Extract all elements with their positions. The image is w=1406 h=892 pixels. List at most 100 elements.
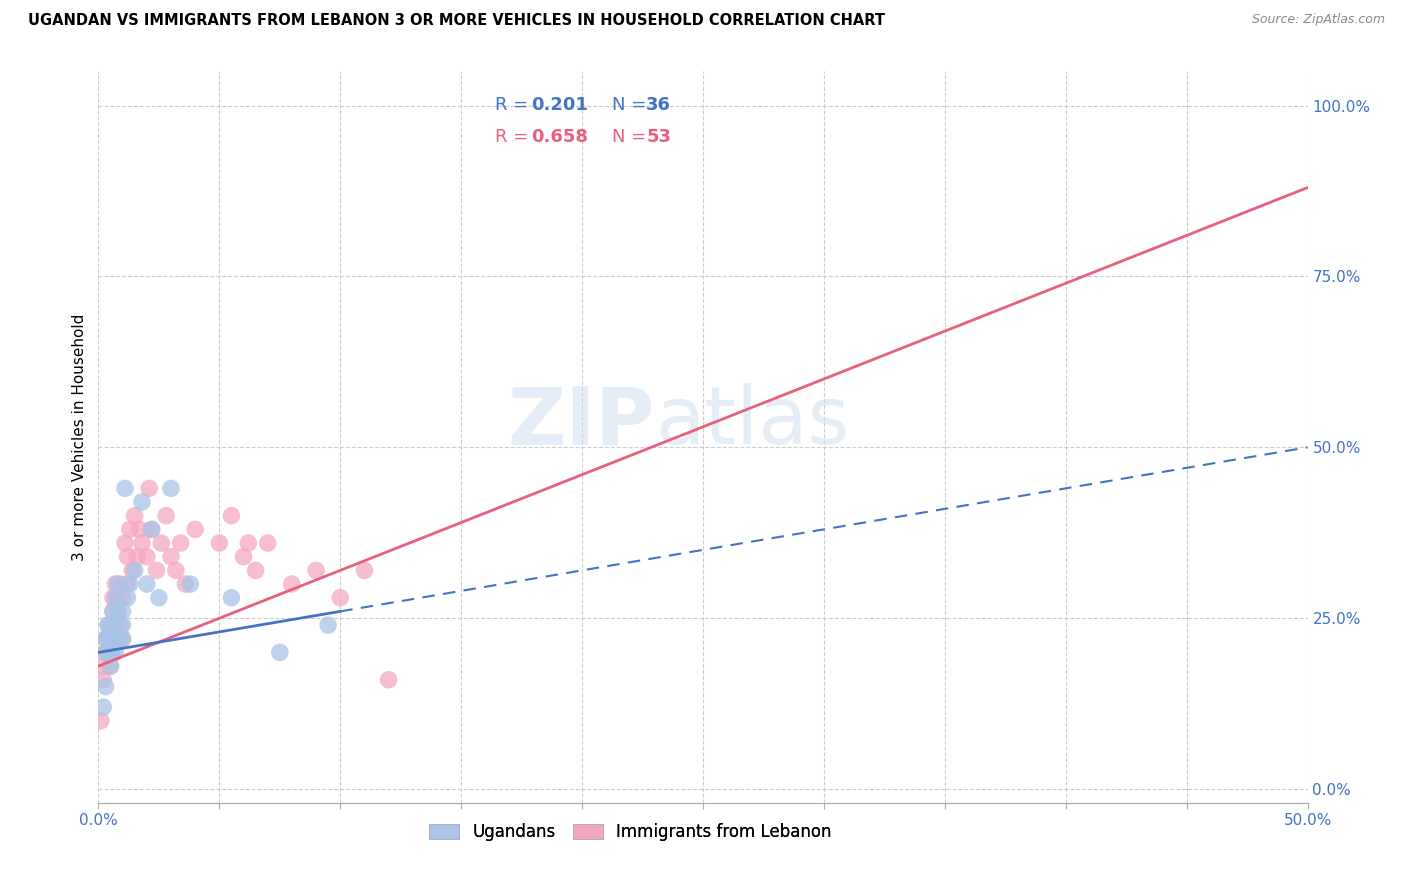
Point (101, 632, 124, 646)
Point (97, 645, 120, 659)
Point (169, 536, 191, 550)
Point (100, 645, 122, 659)
Point (141, 522, 163, 536)
Point (91, 659, 114, 673)
Point (114, 536, 136, 550)
Point (179, 577, 201, 591)
Point (221, 508, 243, 523)
Point (111, 591, 134, 605)
Point (155, 508, 177, 523)
Point (148, 591, 170, 605)
Point (108, 618, 131, 632)
Point (377, 673, 399, 687)
Point (208, 536, 231, 550)
Point (135, 577, 157, 591)
Point (316, 618, 339, 632)
Point (107, 577, 129, 591)
Text: 0.201: 0.201 (531, 96, 588, 114)
Text: N =: N = (613, 128, 652, 146)
Point (111, 632, 134, 646)
Point (353, 563, 375, 577)
Point (104, 591, 127, 605)
Point (256, 536, 278, 550)
Point (90, 714, 112, 728)
Point (100, 632, 122, 646)
Point (131, 536, 153, 550)
Point (108, 632, 131, 646)
Text: 53: 53 (647, 128, 671, 146)
Point (305, 563, 328, 577)
Point (107, 591, 129, 605)
Point (94, 632, 117, 646)
Point (124, 563, 146, 577)
Point (160, 481, 183, 495)
Point (107, 632, 129, 646)
Point (94, 632, 117, 646)
Point (94, 645, 117, 659)
Point (118, 522, 141, 536)
Point (127, 549, 149, 564)
Point (107, 604, 129, 618)
Point (104, 577, 127, 591)
Point (118, 577, 141, 591)
Point (165, 563, 187, 577)
Point (117, 549, 139, 564)
Text: UGANDAN VS IMMIGRANTS FROM LEBANON 3 OR MORE VEHICLES IN HOUSEHOLD CORRELATION C: UGANDAN VS IMMIGRANTS FROM LEBANON 3 OR … (28, 13, 886, 29)
Point (100, 618, 122, 632)
Point (232, 549, 254, 564)
Point (114, 481, 136, 495)
Point (101, 591, 124, 605)
Point (238, 536, 260, 550)
Point (94, 680, 117, 694)
Point (104, 618, 127, 632)
Point (128, 522, 150, 536)
Point (91, 673, 114, 687)
Point (269, 645, 291, 659)
Point (329, 591, 352, 605)
Point (174, 577, 197, 591)
Point (245, 563, 267, 577)
Point (160, 549, 183, 564)
Legend: Ugandans, Immigrants from Lebanon: Ugandans, Immigrants from Lebanon (420, 814, 839, 849)
Point (141, 522, 163, 536)
Point (94, 645, 117, 659)
Point (100, 659, 122, 673)
Point (117, 577, 139, 591)
Point (101, 604, 124, 618)
Point (104, 618, 127, 632)
Point (97, 618, 120, 632)
Point (101, 645, 124, 659)
Point (150, 536, 173, 550)
Point (281, 577, 304, 591)
Point (111, 618, 134, 632)
Point (111, 632, 134, 646)
Point (107, 632, 129, 646)
Point (108, 577, 131, 591)
Point (145, 563, 167, 577)
Text: 36: 36 (647, 96, 671, 114)
Point (121, 563, 143, 577)
Point (104, 645, 127, 659)
Point (107, 604, 129, 618)
Point (101, 604, 124, 618)
Text: Source: ZipAtlas.com: Source: ZipAtlas.com (1251, 13, 1385, 27)
Point (221, 591, 243, 605)
Point (131, 495, 153, 509)
Point (184, 522, 207, 536)
Point (111, 604, 134, 618)
Point (97, 618, 120, 632)
Point (91, 700, 114, 714)
Text: atlas: atlas (655, 384, 849, 461)
Text: ZIP: ZIP (508, 384, 655, 461)
Point (100, 659, 122, 673)
Point (124, 508, 146, 523)
Point (135, 549, 157, 564)
Point (117, 591, 139, 605)
Text: R =: R = (495, 96, 534, 114)
Y-axis label: 3 or more Vehicles in Household: 3 or more Vehicles in Household (72, 313, 87, 561)
Point (100, 632, 122, 646)
Point (138, 481, 160, 495)
Text: N =: N = (613, 96, 652, 114)
Text: 0.658: 0.658 (531, 128, 588, 146)
Point (101, 632, 124, 646)
